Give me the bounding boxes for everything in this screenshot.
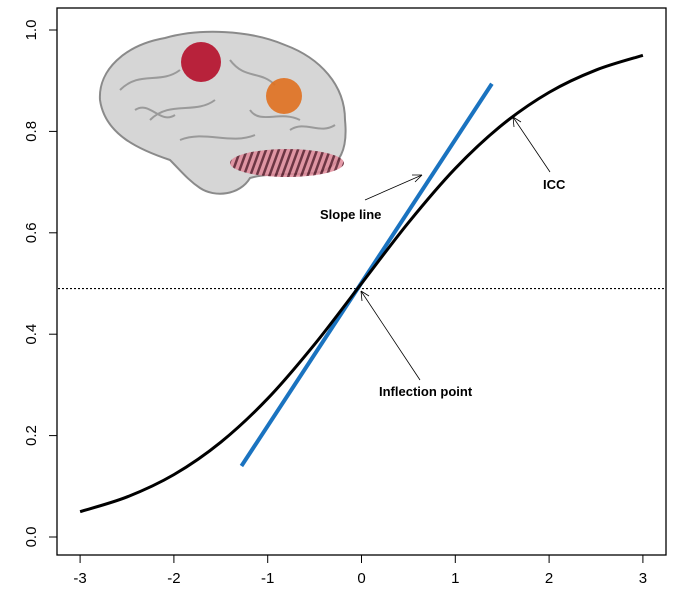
arrowhead <box>412 174 423 183</box>
axes: -3 -2 -1 0 1 2 3 0.0 0.2 0.4 0.6 0.8 1.0 <box>23 20 647 587</box>
annotation-slope-line: Slope line <box>320 174 423 222</box>
x-tick-label: 2 <box>545 570 553 587</box>
y-tick-label: 0.2 <box>23 425 40 446</box>
arrowhead <box>512 116 522 128</box>
y-tick-label: 0.8 <box>23 121 40 142</box>
x-tick-label: 3 <box>639 570 647 587</box>
x-tick-label: -2 <box>167 570 180 587</box>
y-tick-label: 0.0 <box>23 527 40 548</box>
x-tick-label: 0 <box>357 570 365 587</box>
arrow <box>360 290 421 381</box>
arrow <box>364 174 423 201</box>
x-tick-label: -3 <box>73 570 86 587</box>
x-tick-label: -1 <box>261 570 274 587</box>
slope-line-label: Slope line <box>320 207 381 222</box>
icc-curve <box>79 53 644 514</box>
annotation-icc: ICC <box>512 116 566 192</box>
brain-region-hatched <box>230 149 344 177</box>
arrow <box>512 116 551 173</box>
annotation-inflection-point: Inflection point <box>360 290 473 399</box>
brain-region-orange <box>266 78 302 114</box>
x-tick-label: 1 <box>451 570 459 587</box>
brain-region-red <box>181 42 221 82</box>
y-tick-label: 0.6 <box>23 222 40 243</box>
y-tick-label: 0.4 <box>23 324 40 345</box>
icc-label: ICC <box>543 177 566 192</box>
inflection-point-label: Inflection point <box>379 384 473 399</box>
brain-illustration <box>98 30 347 195</box>
arrowhead <box>360 290 370 302</box>
y-tick-label: 1.0 <box>23 20 40 41</box>
